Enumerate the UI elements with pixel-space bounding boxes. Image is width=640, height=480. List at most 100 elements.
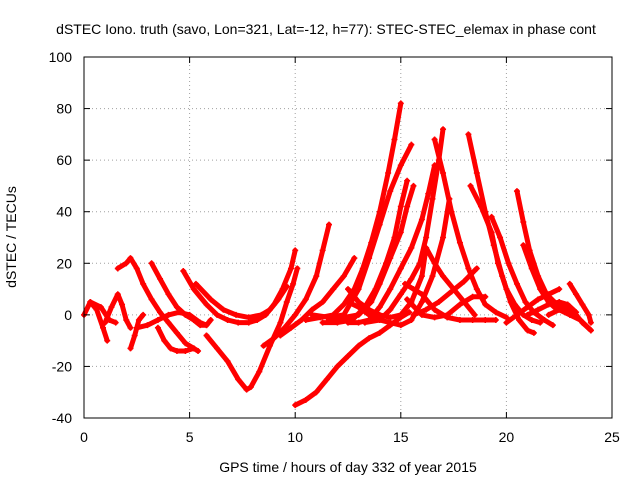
data-point: [214, 345, 221, 352]
data-point: [340, 301, 347, 308]
data-point: [173, 329, 180, 336]
series-markers-23: [402, 280, 499, 324]
data-point: [535, 306, 542, 313]
data-point: [309, 306, 316, 313]
data-point: [345, 286, 351, 293]
data-point: [165, 319, 172, 326]
data-point: [406, 309, 413, 316]
data-point: [233, 311, 240, 318]
data-point: [97, 304, 104, 311]
data-point: [104, 337, 111, 344]
data-point: [387, 286, 394, 293]
data-point: [418, 273, 425, 280]
data-point: [429, 273, 436, 280]
data-point: [440, 126, 447, 133]
data-point: [516, 317, 523, 324]
data-point: [444, 311, 451, 318]
series-markers-5: [127, 311, 147, 352]
data-point: [473, 286, 480, 293]
data-point: [503, 319, 510, 326]
data-point: [376, 329, 383, 336]
data-point: [355, 319, 362, 326]
data-point: [366, 311, 373, 318]
data-point: [524, 304, 531, 311]
data-point: [505, 260, 512, 267]
data-point: [325, 221, 332, 228]
data-point: [330, 286, 337, 293]
data-point: [387, 255, 394, 262]
data-point: [397, 322, 404, 329]
data-point: [182, 347, 189, 354]
data-point: [549, 322, 556, 329]
data-point: [397, 162, 404, 169]
data-point: [397, 100, 404, 107]
data-point: [275, 296, 282, 303]
data-point: [556, 286, 563, 293]
data-point: [283, 283, 290, 290]
data-point: [157, 275, 164, 282]
data-point: [161, 337, 168, 344]
data-point: [397, 311, 404, 318]
data-point: [448, 288, 455, 295]
grid: [84, 57, 612, 418]
y-tick-label: 100: [49, 49, 73, 65]
series-markers-11: [192, 280, 290, 321]
data-point: [260, 342, 267, 349]
data-point: [271, 335, 278, 342]
data-point: [528, 317, 535, 324]
data-point: [473, 170, 480, 177]
data-point: [418, 216, 425, 223]
data-point: [566, 280, 573, 287]
y-axis-label: dSTEC / TECUs: [3, 186, 19, 288]
series-line-8: [134, 309, 209, 331]
data-point: [165, 311, 172, 318]
data-point: [258, 311, 265, 318]
data-point: [513, 188, 520, 195]
data-point: [488, 213, 495, 220]
data-point: [131, 332, 138, 339]
series-line-2: [87, 299, 119, 326]
data-point: [410, 182, 417, 189]
data-point: [385, 170, 392, 177]
data-point: [313, 273, 320, 280]
series-markers-32: [524, 298, 580, 318]
data-point: [404, 296, 411, 303]
series-markers-21: [345, 195, 453, 329]
data-point: [127, 255, 134, 262]
series-line-12: [261, 222, 332, 349]
data-point: [376, 221, 383, 228]
data-point: [456, 301, 463, 308]
data-point: [410, 286, 417, 293]
data-point: [135, 317, 142, 324]
data-point: [355, 286, 362, 293]
data-point: [266, 306, 273, 313]
data-point: [537, 319, 544, 326]
data-point: [418, 311, 425, 318]
data-point: [154, 317, 161, 324]
data-point: [456, 317, 463, 324]
data-point: [431, 314, 438, 321]
data-point: [361, 319, 368, 326]
data-point: [148, 260, 155, 267]
series-markers-8: [133, 309, 210, 331]
data-point: [292, 247, 299, 254]
data-point: [408, 141, 415, 148]
data-point: [524, 327, 531, 334]
data-point: [391, 136, 398, 143]
axis-ticks: 0 5 10 15 20 25 -40 -20 0 20 40 60 80 100: [49, 49, 620, 445]
data-point: [402, 280, 409, 287]
data-point: [408, 275, 415, 282]
data-point: [408, 244, 415, 251]
data-point: [513, 311, 520, 318]
data-point: [418, 291, 425, 298]
data-point: [425, 190, 432, 197]
data-point: [465, 265, 472, 272]
data-point: [319, 298, 326, 305]
data-point: [323, 376, 330, 383]
data-point: [102, 319, 109, 326]
data-point: [520, 242, 527, 249]
data-point: [397, 229, 404, 236]
data-point: [564, 301, 571, 308]
data-point: [195, 347, 202, 354]
data-point: [100, 324, 107, 331]
